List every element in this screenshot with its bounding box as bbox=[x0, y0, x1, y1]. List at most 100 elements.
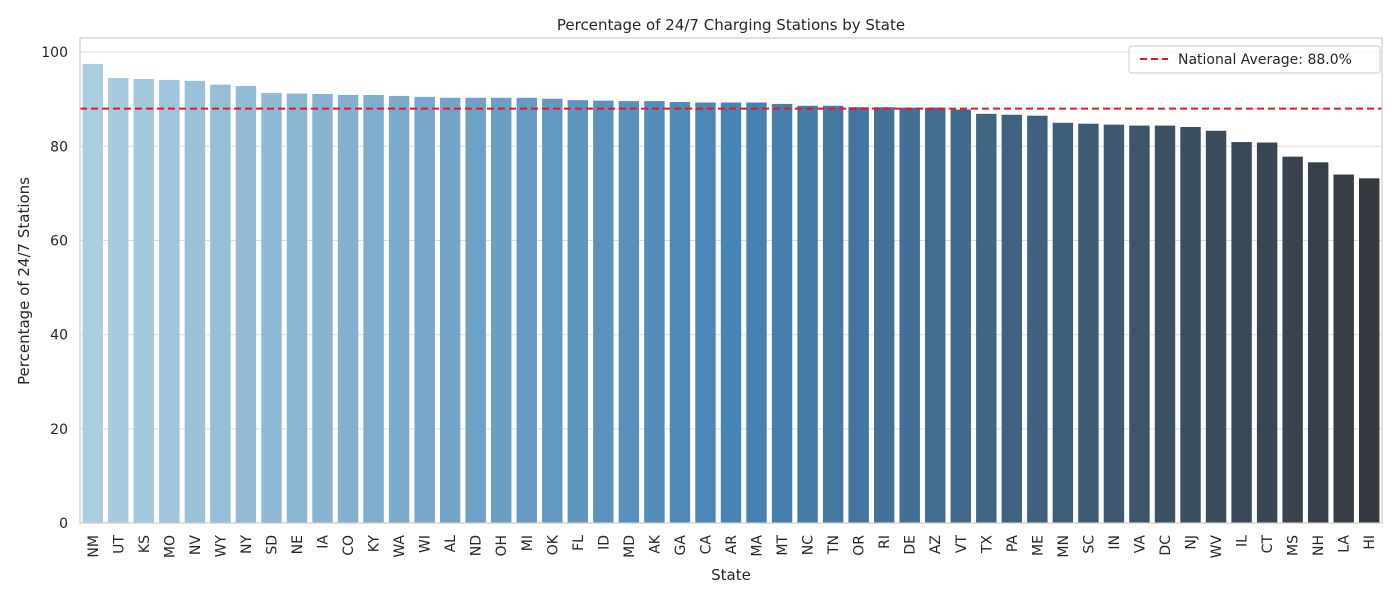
x-tick-label: WV bbox=[1209, 535, 1225, 559]
x-tick-label: GA bbox=[673, 535, 689, 556]
x-tick-label: CO bbox=[341, 535, 357, 556]
x-tick-label: ND bbox=[469, 535, 485, 556]
bar-in bbox=[1103, 124, 1125, 523]
legend: National Average: 88.0% bbox=[1128, 45, 1381, 74]
bar-nd bbox=[465, 97, 486, 524]
x-tick-label: OR bbox=[852, 535, 868, 556]
plot-frame bbox=[79, 37, 1383, 524]
x-tick-label: HI bbox=[1362, 535, 1378, 550]
bar-or bbox=[848, 107, 869, 523]
legend-label: National Average: 88.0% bbox=[1178, 52, 1352, 68]
x-tick-label: KY bbox=[367, 535, 383, 553]
bar-ri bbox=[873, 107, 895, 523]
x-tick-label: OK bbox=[545, 534, 561, 555]
chart-title: Percentage of 24/7 Charging Stations by … bbox=[557, 16, 905, 34]
bar-ct bbox=[1256, 142, 1278, 523]
x-tick-label: AK bbox=[647, 534, 663, 554]
bar-ok bbox=[542, 98, 563, 523]
x-tick-label: DE bbox=[903, 535, 919, 555]
bar-co bbox=[337, 94, 359, 523]
bar-tx bbox=[976, 113, 997, 524]
x-tick-label: UT bbox=[111, 535, 127, 554]
x-tick-label: AL bbox=[443, 535, 459, 553]
y-tick-label: 0 bbox=[59, 516, 68, 532]
x-tick-label: SD bbox=[264, 535, 280, 555]
bar-fl bbox=[567, 100, 589, 524]
x-tick-label: NE bbox=[290, 535, 306, 554]
bar-il bbox=[1231, 142, 1252, 523]
bar-ky bbox=[363, 94, 384, 523]
y-axis-label: Percentage of 24/7 Stations bbox=[15, 177, 33, 385]
x-tick-label: VA bbox=[1132, 535, 1148, 554]
x-tick-label: NV bbox=[188, 535, 204, 555]
y-tick-label: 80 bbox=[50, 139, 68, 155]
x-tick-label: AZ bbox=[928, 535, 944, 554]
bar-va bbox=[1129, 125, 1150, 524]
bar-nh bbox=[1307, 162, 1329, 524]
x-tick-label: NY bbox=[239, 535, 255, 554]
bar-nm bbox=[82, 63, 103, 523]
legend-box bbox=[1128, 45, 1381, 74]
bar-ms bbox=[1282, 156, 1303, 523]
x-tick-label: CA bbox=[698, 535, 714, 555]
x-tick-label: PA bbox=[1005, 535, 1021, 553]
x-tick-label: RI bbox=[877, 535, 893, 549]
bar-ny bbox=[235, 86, 257, 524]
bar-ak bbox=[644, 101, 665, 524]
bar-dc bbox=[1154, 125, 1176, 524]
x-tick-labels: NM UT KS MO NV WY NY SD NE IA CO KY WA WI AL ND OH MI OK FL… bbox=[86, 534, 1378, 558]
bar-oh bbox=[491, 97, 512, 524]
bar-wv bbox=[1205, 130, 1227, 523]
x-tick-label: SC bbox=[1081, 535, 1097, 554]
bar-ar bbox=[720, 102, 742, 524]
x-tick-label: NJ bbox=[1184, 535, 1200, 550]
bar-wy bbox=[210, 84, 231, 523]
x-tick-label: KS bbox=[137, 535, 153, 553]
x-tick-label: IN bbox=[1107, 535, 1123, 550]
y-tick-labels: 0 20 40 60 80 100 bbox=[41, 45, 68, 532]
bar-ut bbox=[108, 78, 129, 524]
bar-md bbox=[618, 101, 640, 524]
bar-pa bbox=[1001, 114, 1023, 523]
x-tick-label: FL bbox=[571, 535, 587, 551]
x-tick-label: OH bbox=[494, 535, 510, 557]
x-tick-label: MD bbox=[622, 535, 638, 558]
x-tick-label: MT bbox=[775, 535, 791, 556]
bar-ma bbox=[746, 102, 767, 524]
bar-nj bbox=[1180, 126, 1201, 523]
x-tick-label: ME bbox=[1030, 535, 1046, 556]
bar-sd bbox=[261, 93, 282, 524]
x-tick-label: MN bbox=[1056, 535, 1072, 558]
bar-me bbox=[1027, 115, 1048, 523]
bar-tn bbox=[822, 105, 844, 524]
x-tick-label: MA bbox=[750, 535, 766, 557]
bar-id bbox=[593, 100, 614, 523]
bar-ca bbox=[695, 102, 716, 524]
bar-nc bbox=[797, 105, 818, 524]
bar-wa bbox=[388, 95, 410, 523]
bar-mi bbox=[516, 97, 537, 524]
x-tick-label: MS bbox=[1286, 535, 1302, 556]
bar-ga bbox=[669, 102, 691, 524]
bar-al bbox=[439, 97, 461, 524]
x-tick-label: LA bbox=[1337, 535, 1353, 553]
x-tick-label: WY bbox=[213, 535, 229, 558]
x-tick-label: ID bbox=[596, 535, 612, 550]
bars bbox=[82, 63, 1380, 524]
x-tick-label: IA bbox=[316, 535, 332, 549]
x-tick-label: VT bbox=[954, 535, 970, 554]
bar-ne bbox=[286, 93, 308, 523]
x-axis-label: State bbox=[711, 566, 751, 584]
y-tick-label: 60 bbox=[50, 233, 68, 249]
y-tick-label: 100 bbox=[41, 45, 68, 61]
y-tick-label: 40 bbox=[50, 328, 68, 344]
x-tick-label: WA bbox=[392, 535, 408, 558]
x-tick-label: IL bbox=[1235, 535, 1251, 547]
x-tick-label: DC bbox=[1158, 535, 1174, 556]
bar-mo bbox=[159, 79, 180, 523]
bar-sc bbox=[1078, 123, 1099, 523]
bar-la bbox=[1333, 174, 1354, 523]
bar-ia bbox=[312, 94, 333, 523]
bar-ks bbox=[133, 78, 155, 524]
